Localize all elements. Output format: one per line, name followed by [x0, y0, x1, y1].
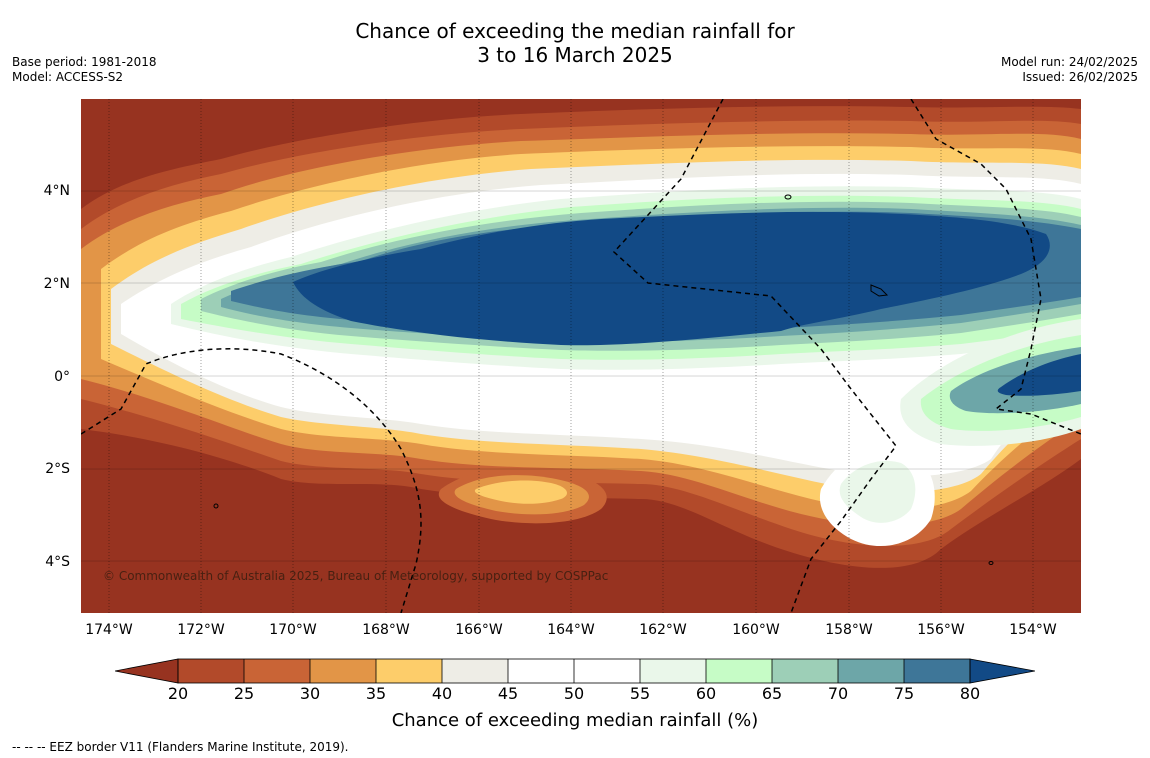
lon-label-160w: 160°W [732, 622, 780, 638]
lat-label-4n: 4°N [43, 183, 70, 199]
colorbar-segment-25-30 [244, 659, 310, 683]
lat-label-2s: 2°S [45, 461, 70, 477]
lon-label-156w: 156°W [917, 622, 965, 638]
colorbar-tick-35: 35 [365, 684, 387, 703]
colorbar-tick-60: 60 [695, 684, 717, 703]
colorbar-tick-30: 30 [299, 684, 321, 703]
model-text: Model: ACCESS-S2 [12, 70, 124, 84]
contour-east-patch-80 [997, 354, 1081, 396]
eez-footnote: -- -- -- EEZ border V11 (Flanders Marine… [12, 740, 349, 754]
lon-label-174w: 174°W [85, 622, 133, 638]
eez-borders [81, 99, 1081, 613]
colorbar-tick-20: 20 [167, 684, 189, 703]
colorbar-svg [114, 658, 1036, 684]
colorbar-segment-65-70 [772, 659, 838, 683]
rainfall-map: © Commonwealth of Australia 2025, Bureau… [81, 99, 1081, 613]
colorbar [114, 658, 1036, 684]
colorbar-segment-30-35 [310, 659, 376, 683]
colorbar-tick-50: 50 [563, 684, 585, 703]
map-title-line-2: 3 to 16 March 2025 [477, 43, 673, 67]
contour-south-wet-60 [839, 460, 916, 523]
lon-label-170w: 170°W [269, 622, 317, 638]
colorbar-segment-70-75 [838, 659, 904, 683]
lon-label-164w: 164°W [547, 622, 595, 638]
colorbar-segment-50-55 [574, 659, 640, 683]
lat-label-4s: 4°S [45, 554, 70, 570]
latitude-lines [81, 190, 1081, 562]
lon-label-162w: 162°W [639, 622, 687, 638]
colorbar-tick-80: 80 [959, 684, 981, 703]
model-run-text: Model run: 24/02/2025 [1000, 55, 1138, 69]
copyright-text: © Commonwealth of Australia 2025, Bureau… [103, 569, 609, 583]
island-3 [213, 503, 219, 509]
contour-small-patch-40 [474, 480, 567, 504]
lon-label-172w: 172°W [177, 622, 225, 638]
eez-border-line-2 [612, 99, 897, 613]
lon-label-158w: 158°W [825, 622, 873, 638]
rainfall-map-svg: © Commonwealth of Australia 2025, Bureau… [81, 99, 1081, 613]
islands [213, 194, 994, 565]
island-2 [870, 284, 889, 297]
colorbar-tick-45: 45 [497, 684, 519, 703]
lon-label-168w: 168°W [362, 622, 410, 638]
colorbar-tick-70: 70 [827, 684, 849, 703]
contour-band-80-plus [293, 211, 1050, 346]
base-period-text: Base period: 1981-2018 [12, 55, 157, 69]
colorbar-segment-35-40 [376, 659, 442, 683]
lon-label-166w: 166°W [455, 622, 503, 638]
colorbar-title: Chance of exceeding median rainfall (%) [391, 710, 759, 731]
lon-label-154w: 154°W [1009, 622, 1057, 638]
eez-border-line-3 [910, 99, 1081, 435]
map-title-line-1: Chance of exceeding the median rainfall … [355, 19, 795, 43]
issued-text: Issued: 26/02/2025 [1022, 70, 1138, 84]
colorbar-tick-75: 75 [893, 684, 915, 703]
colorbar-tick-40: 40 [431, 684, 453, 703]
colorbar-over-arrow [969, 658, 1036, 684]
colorbar-segment-45-50 [508, 659, 574, 683]
colorbar-segment-40-45 [442, 659, 508, 683]
eez-border-line-1 [81, 348, 422, 613]
colorbar-segment-75-80 [904, 659, 970, 683]
colorbar-segment-55-60 [640, 659, 706, 683]
lat-label-0: 0° [54, 369, 70, 385]
colorbar-outline [177, 658, 971, 684]
lat-label-2n: 2°N [43, 276, 70, 292]
colorbar-tick-55: 55 [629, 684, 651, 703]
colorbar-tick-65: 65 [761, 684, 783, 703]
island-4 [988, 561, 994, 565]
colorbar-under-arrow [114, 658, 179, 684]
colorbar-tick-25: 25 [233, 684, 255, 703]
colorbar-segment-20-25 [178, 659, 244, 683]
island-1 [784, 194, 792, 200]
colorbar-segment-60-65 [706, 659, 772, 683]
